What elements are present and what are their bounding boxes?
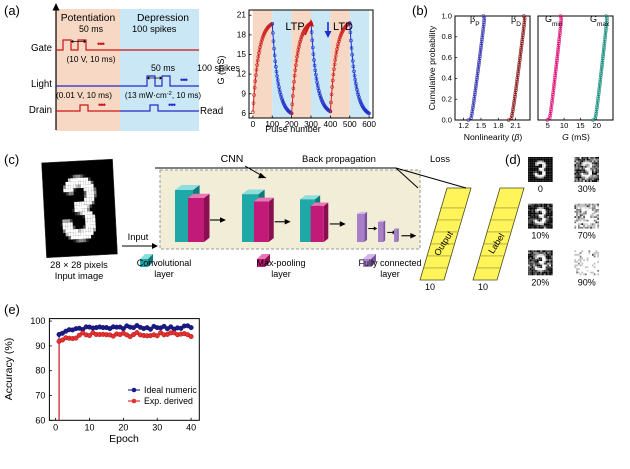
svg-text:21: 21 [237, 10, 247, 20]
svg-text:30%: 30% [578, 184, 596, 194]
svg-text:Loss: Loss [430, 154, 450, 165]
svg-text:Potentiation: Potentiation [61, 13, 116, 24]
svg-text:10: 10 [85, 422, 95, 432]
svg-text:Light: Light [31, 79, 52, 90]
svg-text:1.2: 1.2 [458, 121, 469, 130]
svg-text:(10 V, 10 ms): (10 V, 10 ms) [66, 54, 115, 64]
svg-text:100 spikes: 100 spikes [132, 24, 177, 34]
svg-text:CNN: CNN [221, 153, 244, 165]
svg-text:10: 10 [425, 282, 435, 292]
svg-text:50 ms: 50 ms [79, 24, 104, 34]
svg-text:50 ms: 50 ms [151, 63, 176, 73]
svg-text:5: 5 [546, 121, 550, 130]
svg-text:90%: 90% [578, 277, 596, 287]
svg-text:20: 20 [118, 422, 128, 432]
svg-text:28 × 28 pixels: 28 × 28 pixels [50, 260, 108, 270]
svg-text:Cumulative probability: Cumulative probability [427, 25, 437, 110]
svg-text:layer: layer [271, 269, 291, 279]
svg-text:80: 80 [35, 366, 45, 376]
svg-text:layer: layer [154, 269, 174, 279]
svg-text:10%: 10% [531, 231, 549, 241]
svg-text:Gate: Gate [31, 43, 52, 54]
svg-text:layer: layer [380, 269, 400, 279]
svg-text:600: 600 [362, 119, 376, 129]
svg-text:Input: Input [128, 232, 149, 242]
svg-text:Back propagation: Back propagation [302, 154, 376, 165]
svg-text:LTP: LTP [285, 21, 304, 33]
svg-text:G (mS): G (mS) [216, 56, 226, 85]
svg-text:15: 15 [237, 49, 247, 59]
svg-text:0: 0 [251, 119, 256, 129]
svg-text:1.8: 1.8 [493, 121, 504, 130]
svg-text:LTD: LTD [333, 21, 353, 33]
svg-text:0.6: 0.6 [441, 53, 452, 62]
svg-text:Drain: Drain [29, 105, 52, 116]
svg-text:400: 400 [323, 119, 337, 129]
svg-text:60: 60 [35, 415, 45, 425]
svg-text:12: 12 [237, 69, 247, 79]
svg-text:30: 30 [152, 422, 162, 432]
svg-text:1.5: 1.5 [476, 121, 487, 130]
svg-text:•••: ••• [98, 100, 106, 111]
svg-text:G (mS): G (mS) [562, 132, 590, 142]
svg-text:500: 500 [343, 119, 357, 129]
svg-text:Convolutional: Convolutional [137, 258, 192, 268]
svg-text:Max-pooling: Max-pooling [256, 258, 305, 268]
svg-text:•••: ••• [168, 100, 176, 111]
svg-text:70: 70 [35, 391, 45, 401]
svg-text:0.4: 0.4 [441, 74, 452, 83]
svg-text:10: 10 [560, 121, 568, 130]
svg-text:0.0: 0.0 [441, 115, 452, 124]
svg-text:•••: ••• [97, 39, 105, 50]
svg-text:•••: ••• [180, 75, 188, 86]
svg-text:Depression: Depression [137, 13, 189, 24]
svg-text:15: 15 [576, 121, 584, 130]
svg-text:(0.01 V, 10 ms): (0.01 V, 10 ms) [56, 90, 112, 100]
svg-text:6: 6 [241, 108, 246, 118]
svg-text:20: 20 [592, 121, 600, 130]
svg-text:Accuracy (%): Accuracy (%) [3, 338, 15, 400]
svg-text:0: 0 [53, 422, 58, 432]
svg-text:9: 9 [241, 88, 246, 98]
svg-text:100: 100 [30, 316, 45, 326]
svg-text:Nonlinearity (β): Nonlinearity (β) [464, 132, 523, 142]
svg-text:Pulse number: Pulse number [265, 124, 321, 134]
svg-text:0: 0 [538, 184, 543, 194]
svg-text:(13 mW·cm-2, 10 ms): (13 mW·cm-2, 10 ms) [125, 91, 202, 100]
svg-text:Epoch: Epoch [109, 433, 139, 445]
svg-text:0.8: 0.8 [441, 32, 452, 41]
svg-text:20%: 20% [531, 277, 549, 287]
svg-text:Input image: Input image [55, 271, 104, 281]
svg-text:Fully connected: Fully connected [358, 258, 421, 268]
svg-text:70%: 70% [578, 231, 596, 241]
svg-text:90: 90 [35, 341, 45, 351]
svg-text:2.1: 2.1 [510, 121, 521, 130]
svg-text:18: 18 [237, 29, 247, 39]
svg-text:1.0: 1.0 [441, 11, 452, 20]
svg-text:0.2: 0.2 [441, 95, 452, 104]
